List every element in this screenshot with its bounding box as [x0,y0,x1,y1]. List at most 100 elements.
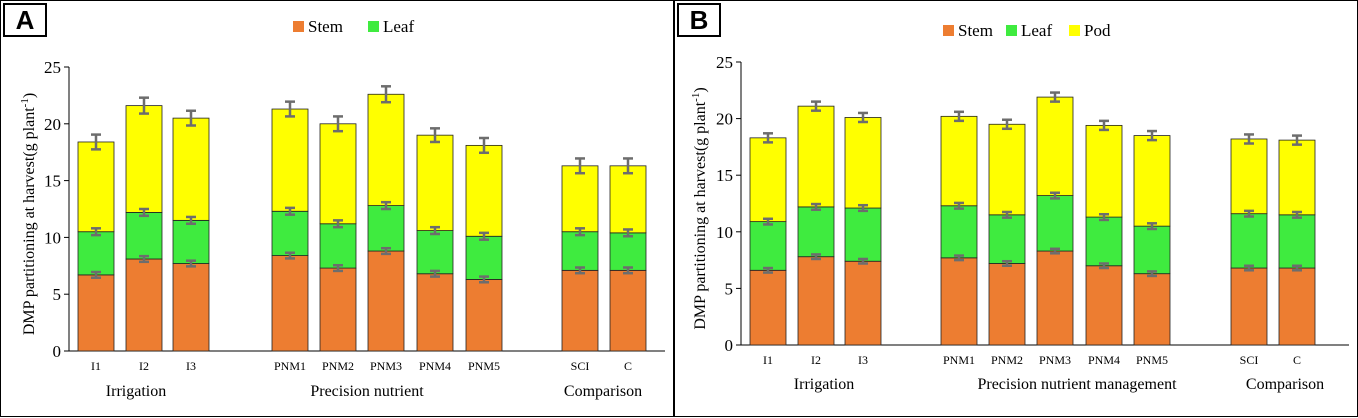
bar-pod-pnm4 [1085,124,1123,218]
bar-stem-pnm5 [1133,273,1171,346]
x-tick-label-pnm2: PNM2 [991,353,1023,367]
y-tick-label: 5 [725,279,734,298]
bar-stem-pnm5 [465,279,503,352]
bar-pod-i3 [844,117,882,209]
legend-label-leaf: Leaf [383,17,414,36]
bar-pod-i2 [797,105,835,208]
panel-label-a: A [3,3,47,37]
bar-leaf-pnm1 [271,210,309,256]
bar-leaf-pnm4 [416,230,454,275]
y-tick-label: 10 [716,223,733,242]
x-tick-label-c: C [1293,353,1301,367]
group-label-precision-nutrient: Precision nutrient [310,383,424,400]
x-tick-label-i2: I2 [139,359,149,373]
y-tick-label: 10 [44,228,61,247]
bar-pod-c [609,165,647,234]
chart-a-svg: Stem Leaf 0 5 10 15 20 25 DMP partitioning at ha… [19,17,665,400]
legend-swatch-leaf [1006,25,1017,36]
bar-stem-sci [561,269,599,352]
bar-stem-i3 [844,260,882,346]
bar-pod-sci [561,165,599,233]
legend-swatch-pod [1069,25,1080,36]
bar-leaf-sci [1230,213,1268,269]
group-label-precision-nutrient-management: Precision nutrient management [977,376,1177,393]
y-tick-label: 20 [44,115,61,134]
bar-leaf-i3 [172,219,210,264]
x-tick-label-c: C [624,359,632,373]
bar-stem-pnm2 [988,263,1026,346]
bar-leaf-i1 [749,221,787,271]
x-tick-label-pnm2: PNM2 [322,359,354,373]
bar-stem-pnm1 [940,257,978,346]
bar-leaf-pnm5 [1133,225,1171,275]
bar-leaf-pnm5 [465,235,503,280]
bar-pod-pnm5 [1133,135,1171,227]
x-tick-label-pnm3: PNM3 [1039,353,1071,367]
bar-pod-pnm5 [465,144,503,237]
bar-leaf-i1 [77,231,115,276]
group-label-comparison: Comparison [564,383,642,400]
chart-panel-b: B Stem Leaf Pod 0 5 10 15 20 25 DMP partitioning … [674,0,1358,417]
bar-pod-pnm3 [1036,96,1074,196]
x-tick-label-pnm4: PNM4 [1088,353,1120,367]
legend-swatch-leaf [368,21,379,32]
bar-pod-sci [1230,138,1268,215]
bar-pod-c [1278,139,1316,216]
x-tick-label-i1: I1 [91,359,101,373]
group-label-irrigation: Irrigation [106,383,166,400]
chart-b-svg: Stem Leaf Pod 0 5 10 15 20 25 DMP partitioning at… [690,21,1349,393]
y-tick-label: 20 [716,110,733,129]
legend-swatch-stem [943,25,954,36]
y-axis-label: DMP partitioning at harvest(g plant-1) [690,87,709,329]
x-tick-label-pnm4: PNM4 [419,359,451,373]
x-tick-label-pnm1: PNM1 [943,353,975,367]
chart-panel-a: A Stem Leaf 0 5 10 15 20 25 DMP partitioning at … [0,0,674,417]
bar-leaf-pnm3 [367,205,405,252]
legend-swatch-stem [293,21,304,32]
bar-stem-i3 [172,263,210,352]
bar-stem-pnm2 [319,267,357,352]
y-tick-label: 15 [44,172,61,191]
x-tick-label-pnm5: PNM5 [1136,353,1168,367]
x-tick-label-i3: I3 [858,353,868,367]
bar-stem-pnm4 [416,273,454,352]
y-tick-label: 0 [53,342,62,361]
y-tick-label: 5 [53,285,62,304]
legend-label-leaf: Leaf [1021,21,1052,40]
bar-pod-pnm4 [416,134,454,231]
x-tick-label-i1: I1 [763,353,773,367]
bar-pod-i1 [749,137,787,223]
legend-label-pod: Pod [1084,21,1111,40]
x-tick-label-pnm1: PNM1 [274,359,306,373]
legend-label-stem: Stem [308,17,343,36]
bar-pod-pnm3 [367,93,405,206]
bar-pod-pnm1 [271,108,309,212]
bar-stem-c [1278,267,1316,346]
bar-pod-i2 [125,105,163,213]
y-tick-label: 15 [716,166,733,185]
bar-pod-i1 [77,141,115,233]
bar-leaf-pnm2 [319,223,357,269]
bar-leaf-i2 [797,206,835,258]
bar-pod-pnm1 [940,115,978,207]
legend-label-stem: Stem [958,21,993,40]
x-tick-label-sci: SCI [571,359,590,373]
y-tick-label: 25 [44,58,61,77]
bar-leaf-i3 [844,207,882,262]
bar-leaf-pnm1 [940,205,978,259]
group-label-irrigation: Irrigation [794,376,854,393]
x-tick-label-i2: I2 [811,353,821,367]
bar-stem-pnm1 [271,255,309,352]
y-tick-label: 25 [716,53,733,72]
bar-stem-i2 [125,258,163,352]
bar-stem-i2 [797,256,835,346]
x-tick-label-pnm3: PNM3 [370,359,402,373]
group-label-comparison: Comparison [1246,376,1324,393]
panel-label-b: B [677,3,721,37]
bar-leaf-i2 [125,212,163,260]
y-tick-label: 0 [725,336,734,355]
bar-leaf-pnm3 [1036,195,1074,252]
bar-pod-pnm2 [988,123,1026,216]
bar-leaf-sci [561,231,599,271]
bar-pod-i3 [172,117,210,221]
